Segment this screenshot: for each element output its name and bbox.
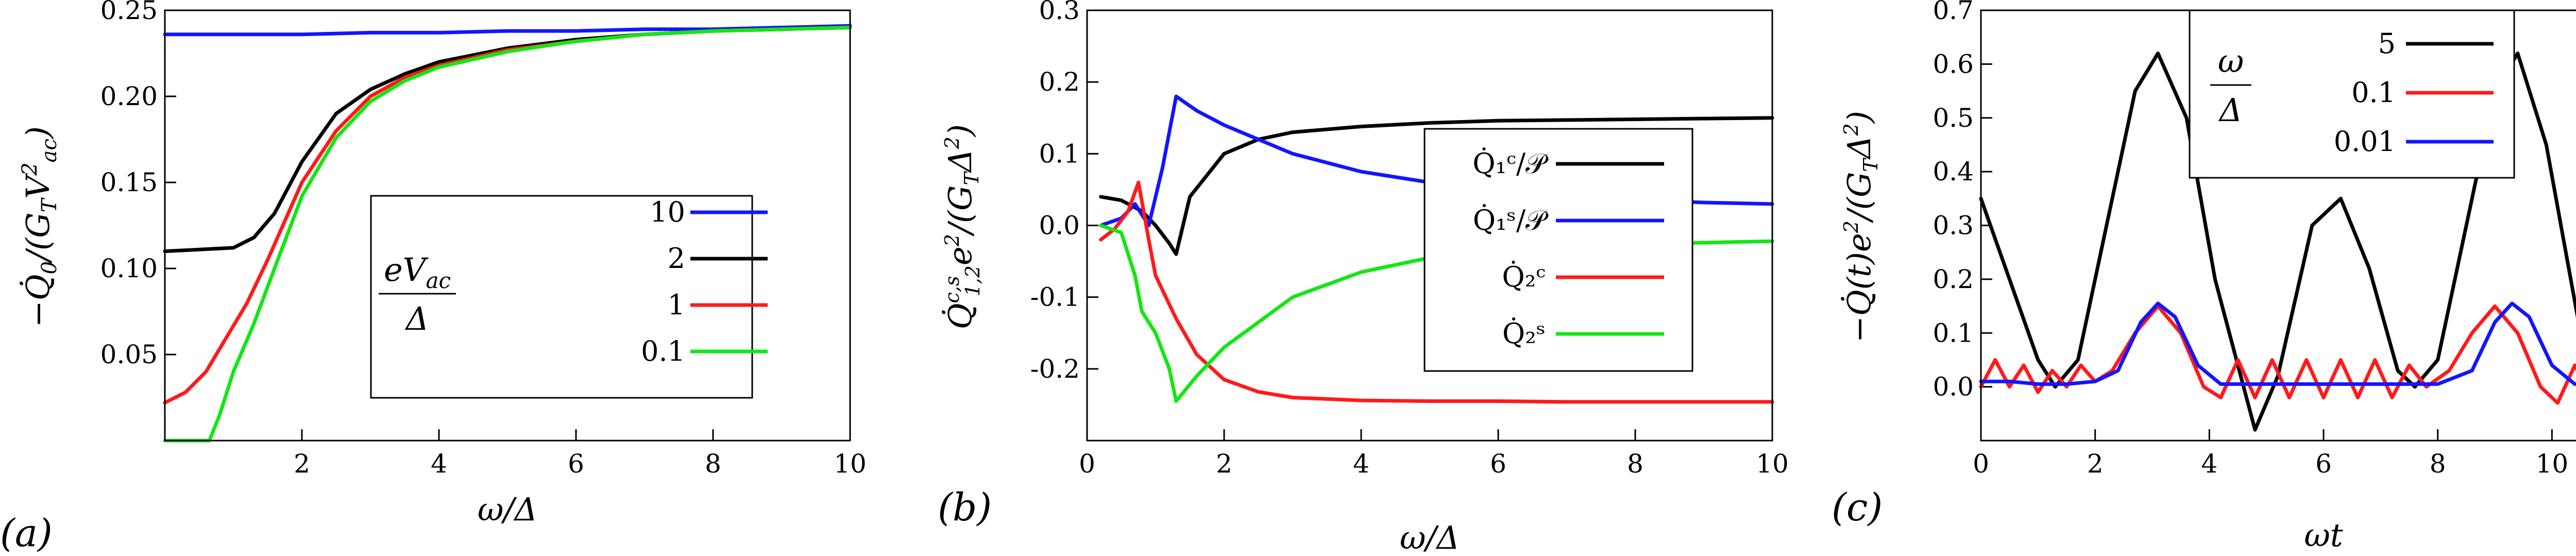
x-tick-label-c-1: 2 [2087, 449, 2104, 479]
svg-text:Δ: Δ [405, 300, 429, 338]
x-axis-label-a: ω/Δ [478, 491, 537, 528]
x-tick-label-b-0: 0 [1079, 449, 1095, 479]
legend-label-c-2: 0.01 [2334, 125, 2396, 158]
series-line-c-1 [1979, 304, 2576, 405]
legend-label-a-1: 2 [668, 242, 685, 275]
legend-entries-c: 5 0.1 0.01 [2334, 27, 2494, 158]
plot-area-c: 0246810120.00.10.20.30.40.50.60.7 [1933, 0, 2576, 479]
legend-label-b-3: Q̇₂ˢ [1502, 317, 1546, 350]
series-line-c-2 [1979, 301, 2576, 386]
x-tick-label-b-3: 6 [1490, 449, 1506, 479]
legend-label-a-0: 10 [650, 196, 685, 228]
x-tick-label-c-4: 8 [2430, 449, 2446, 479]
panel-label-b: (b) [938, 485, 992, 530]
y-axis-label-c: −Q̇(t)e2/(GTΔ2) [1840, 111, 1882, 343]
svg-text:Q̇c,s1,2e2/(GTΔ2): Q̇c,s1,2e2/(GTΔ2) [941, 124, 984, 329]
series-line-c-0 [1979, 52, 2576, 432]
x-axis-label-b: ω/Δ [1400, 519, 1460, 556]
panel-a: 2 4 6 8 10 0.05 0.10 0.15 0.20 0.25 −Q̇0/(GTV2ac)… [0, 0, 867, 555]
y-tick-label-c-0: 0.0 [1933, 372, 1974, 402]
x-tick-label-b-1: 2 [1216, 449, 1232, 479]
svg-text:−Q̇0/(GTV2ac): −Q̇0/(GTV2ac) [18, 126, 61, 327]
panel-label-c: (c) [1832, 485, 1883, 530]
y-tick-label-c-5: 0.5 [1933, 103, 1974, 133]
series-line-a-3 [163, 25, 852, 443]
y-axis-label-a: −Q̇0/(GTV2ac) [18, 126, 61, 327]
x-tick-label-b-4: 8 [1627, 449, 1643, 479]
y-tick-label-b-4: 0.2 [1039, 67, 1080, 97]
y-tick-label-c-3: 0.3 [1933, 211, 1974, 241]
y-tick-label-a-3: 0.20 [100, 81, 158, 111]
legend-label-a-2: 1 [668, 289, 685, 321]
y-tick-label-c-6: 0.6 [1933, 49, 1974, 79]
x-tick-label-c-5: 10 [2536, 449, 2569, 479]
legend-label-a-3: 0.1 [641, 335, 685, 367]
x-tick-label-a-3: 8 [705, 449, 721, 479]
y-tick-label-c-7: 0.7 [1933, 0, 1974, 25]
legend-c: ω Δ 5 0.1 0.01 [2189, 9, 2515, 179]
plot-frame-a [164, 9, 851, 442]
legend-label-c-1: 0.1 [2351, 76, 2396, 109]
y-axis-label-b: Q̇c,s1,2e2/(GTΔ2) [941, 124, 984, 329]
legend-box-b [1423, 128, 1693, 372]
y-tick-label-c-2: 0.2 [1933, 264, 1974, 294]
legend-b: Q̇₁ᶜ/𝒫 Q̇₁ˢ/𝒫 Q̇₂ᶜ Q̇₂ˢ [1423, 128, 1693, 372]
y-tick-label-a-0: 0.05 [100, 340, 158, 369]
legend-label-b-1: Q̇₁ˢ/𝒫 [1473, 204, 1549, 237]
legend-entries-a: 10 2 1 0.1 [641, 196, 768, 367]
panel-b: 0 2 4 6 8 10 -0.2 -0.1 0.0 0.1 0.2 0.3 Q̇c,s1,2e2/(… [938, 0, 1789, 556]
x-tick-label-a-0: 2 [294, 449, 310, 479]
y-tick-label-c-4: 0.4 [1933, 157, 1974, 187]
y-tick-label-a-2: 0.15 [100, 167, 158, 197]
x-tick-label-c-2: 4 [2201, 449, 2217, 479]
legend-label-c-0: 5 [2378, 27, 2396, 60]
y-tick-label-b-3: 0.1 [1039, 139, 1080, 169]
plot-area-a: 2 4 6 8 10 0.05 0.10 0.15 0.20 0.25 [100, 0, 867, 479]
x-tick-label-c-0: 0 [1973, 449, 1989, 479]
y-tick-label-a-4: 0.25 [100, 0, 158, 25]
x-tick-label-c-3: 6 [2315, 449, 2332, 479]
x-tick-label-a-2: 6 [568, 449, 584, 479]
legend-box-a [370, 195, 753, 399]
legend-label-b-2: Q̇₂ᶜ [1502, 260, 1546, 293]
x-tick-label-b-5: 10 [1756, 449, 1789, 479]
panel-c: 0246810120.00.10.20.30.40.50.60.7 −Q̇(t)… [1832, 0, 2576, 554]
svg-text:Δ: Δ [2218, 91, 2243, 129]
panel-label-a: (a) [0, 511, 53, 555]
y-tick-label-b-5: 0.3 [1039, 0, 1080, 25]
y-tick-label-b-0: -0.2 [1030, 354, 1080, 384]
svg-text:−Q̇(t)e2/(GTΔ2): −Q̇(t)e2/(GTΔ2) [1840, 111, 1882, 343]
x-tick-label-a-4: 10 [834, 449, 867, 479]
svg-text:ω: ω [2218, 42, 2244, 80]
plot-frame-b [1086, 9, 1773, 442]
x-axis-label-c: ωt [2304, 516, 2343, 554]
y-tick-label-b-2: 0.0 [1039, 211, 1080, 241]
legend-entries-b: Q̇₁ᶜ/𝒫 Q̇₁ˢ/𝒫 Q̇₂ᶜ Q̇₂ˢ [1472, 147, 1664, 350]
series-line-b-2 [1099, 180, 1774, 404]
y-tick-label-c-1: 0.1 [1933, 318, 1974, 348]
y-tick-label-a-1: 0.10 [100, 254, 158, 283]
legend-title-c: ω Δ [2210, 42, 2251, 129]
y-tick-label-b-1: -0.1 [1030, 282, 1080, 312]
x-tick-label-b-2: 4 [1353, 449, 1369, 479]
legend-label-b-0: Q̇₁ᶜ/𝒫 [1472, 147, 1549, 180]
x-tick-label-a-1: 4 [431, 449, 447, 479]
